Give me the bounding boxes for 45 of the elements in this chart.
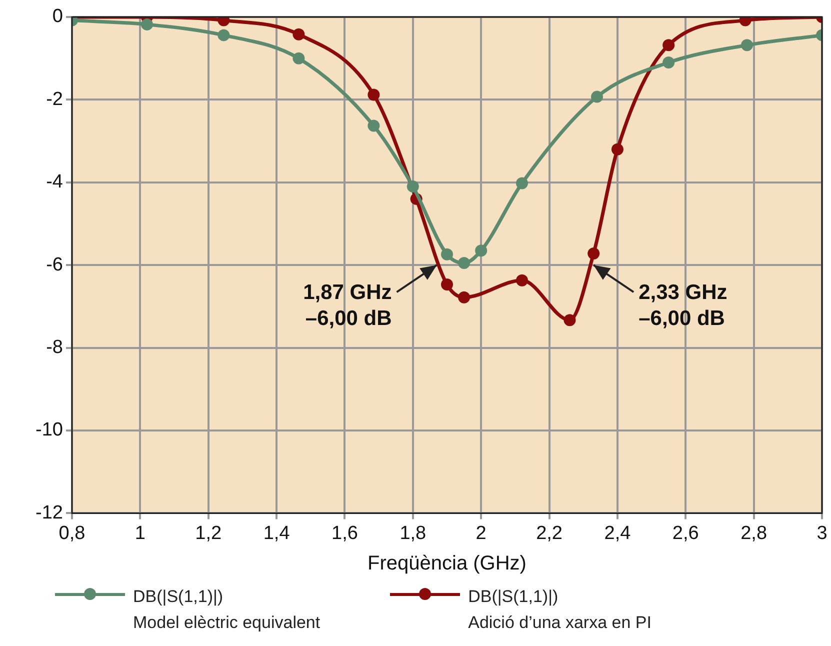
x-tick-label: 2 bbox=[476, 522, 486, 544]
x-tick-label: 0,8 bbox=[58, 522, 86, 544]
point bbox=[516, 177, 528, 190]
point bbox=[588, 248, 600, 260]
point bbox=[441, 248, 453, 260]
x-tick-label: 1 bbox=[134, 522, 146, 544]
y-tick-label: -10 bbox=[36, 420, 63, 441]
annotation: 2,33 GHz –6,00 dB bbox=[638, 281, 728, 330]
point bbox=[458, 291, 470, 304]
point bbox=[611, 143, 624, 156]
point bbox=[368, 88, 380, 101]
point bbox=[406, 180, 419, 193]
y-tick-label: 0 bbox=[52, 6, 63, 28]
x-tick-label: 2,6 bbox=[672, 522, 699, 544]
point bbox=[591, 90, 603, 103]
x-tick-label: 3 bbox=[816, 522, 828, 544]
point bbox=[662, 56, 675, 68]
point bbox=[292, 52, 305, 64]
y-tick-label: -2 bbox=[46, 88, 63, 110]
point bbox=[741, 39, 753, 52]
point bbox=[458, 257, 470, 270]
x-axis-title: Freqüència (GHz) bbox=[368, 552, 526, 575]
y-tick-label: -8 bbox=[46, 337, 63, 358]
x-tick-label: 1,6 bbox=[332, 522, 358, 544]
annotation: 1,87 GHz –6,00 dB bbox=[303, 281, 392, 330]
point bbox=[475, 244, 488, 257]
x-tick-label: 1,2 bbox=[195, 522, 222, 544]
x-tick-label: 1,4 bbox=[263, 522, 290, 544]
x-tick-label: 2,4 bbox=[604, 522, 632, 544]
y-tick-label: -6 bbox=[46, 254, 63, 276]
x-tick-label: 1,8 bbox=[400, 522, 426, 544]
point bbox=[564, 314, 576, 326]
point bbox=[141, 18, 153, 30]
legend-label: DB(|S(1,1)|) Adició d’una xarxa en PI bbox=[468, 586, 652, 634]
point bbox=[292, 28, 305, 40]
y-tick-label: -12 bbox=[36, 502, 63, 524]
point bbox=[368, 120, 380, 132]
x-tick-label: 2,2 bbox=[536, 522, 562, 544]
point bbox=[441, 278, 453, 291]
point bbox=[662, 39, 675, 52]
point bbox=[218, 29, 230, 42]
y-tick-label: -4 bbox=[46, 172, 64, 193]
x-tick-label: 2,8 bbox=[740, 522, 768, 544]
point bbox=[516, 274, 528, 286]
legend-label: DB(|S(1,1)|) Model elèctric equivalent bbox=[133, 586, 320, 634]
